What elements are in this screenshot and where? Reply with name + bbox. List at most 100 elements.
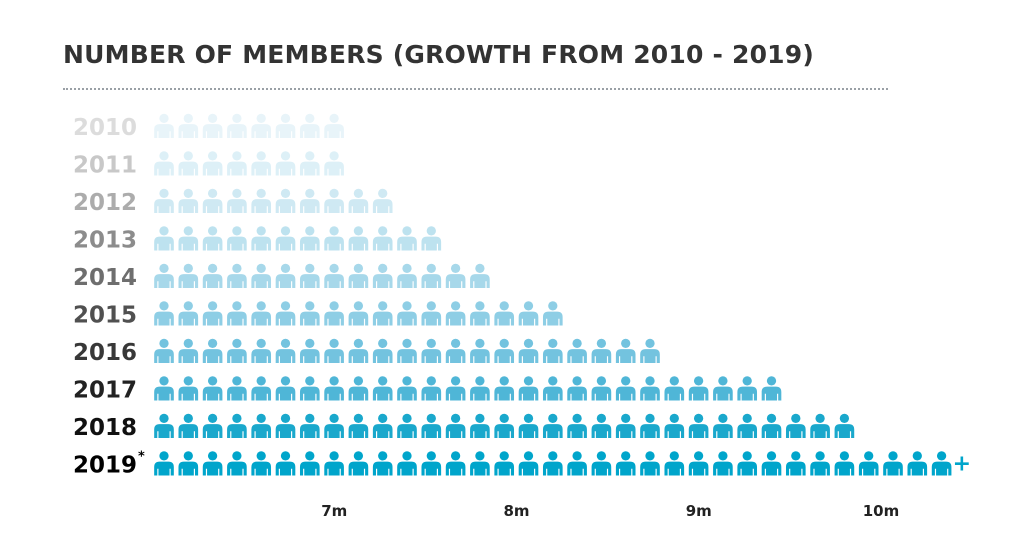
person-icon [154, 263, 174, 288]
person-icon [202, 113, 223, 138]
person-icon [858, 451, 879, 476]
person-icon [227, 376, 247, 401]
person-icon [421, 413, 442, 438]
rows-layer: 2010 2011 2012 2013 2014 2015 2016 2017 2018 2019… [73, 113, 971, 479]
person-icon [421, 338, 442, 363]
person-icon [372, 413, 393, 438]
person-icon [251, 413, 272, 438]
person-icon [324, 226, 344, 251]
person-icon [227, 263, 247, 288]
person-icon [227, 151, 247, 176]
person-icon [324, 376, 344, 401]
person-icon [688, 451, 709, 476]
person-icon [299, 413, 320, 438]
person-icon [591, 451, 612, 476]
person-icon [251, 226, 272, 251]
person-icon [372, 301, 393, 326]
person-icon [640, 451, 660, 476]
year-label-2015: 2015 [73, 303, 137, 329]
person-icon [931, 451, 952, 476]
person-icon [494, 413, 515, 438]
person-icon [227, 113, 247, 138]
person-icon [445, 376, 466, 401]
person-icon [178, 188, 199, 213]
person-icon [299, 263, 320, 288]
person-icon [542, 301, 563, 326]
person-icon [664, 451, 685, 476]
person-icon [372, 226, 393, 251]
person-icon [275, 338, 296, 363]
person-icon [324, 263, 344, 288]
person-icon [154, 376, 174, 401]
row-2019: 2019 * + [73, 450, 971, 479]
person-icon [494, 301, 515, 326]
person-icon [640, 376, 660, 401]
person-icon [688, 413, 709, 438]
person-icon [324, 151, 344, 176]
person-icon [275, 226, 296, 251]
person-icon [421, 263, 442, 288]
person-icon [178, 151, 199, 176]
year-label-2010: 2010 [73, 115, 137, 141]
person-icon [470, 338, 490, 363]
person-icon [737, 413, 758, 438]
row-2017: 2017 [73, 376, 782, 404]
plus-icon: + [953, 452, 971, 477]
person-icon [907, 451, 928, 476]
person-icon [397, 413, 417, 438]
person-icon [688, 376, 709, 401]
person-icon [324, 113, 344, 138]
person-icon [178, 113, 199, 138]
person-icon [251, 338, 272, 363]
person-icon [178, 338, 199, 363]
person-icon [737, 376, 758, 401]
person-icon [445, 301, 466, 326]
person-icon [372, 263, 393, 288]
person-icon [834, 413, 855, 438]
person-icon [202, 263, 223, 288]
person-icon [591, 338, 612, 363]
person-icon [761, 451, 782, 476]
person-icon [299, 376, 320, 401]
person-icon [202, 188, 223, 213]
person-icon [154, 113, 174, 138]
person-icon [494, 451, 515, 476]
person-icon [227, 188, 247, 213]
year-label-2013: 2013 [73, 228, 137, 254]
person-icon [615, 413, 636, 438]
footnote-mark: * [138, 450, 145, 465]
year-label-2019: 2019 [73, 453, 137, 479]
person-icon [713, 376, 733, 401]
person-icon [445, 263, 466, 288]
x-tick-9m: 9m [686, 502, 712, 520]
person-icon [348, 301, 369, 326]
person-icon [372, 451, 393, 476]
person-icon [275, 263, 296, 288]
person-icon [251, 113, 272, 138]
row-2014: 2014 [73, 263, 490, 291]
person-icon [178, 376, 199, 401]
person-icon [445, 338, 466, 363]
person-icon [591, 413, 612, 438]
row-2018: 2018 [73, 413, 855, 441]
person-icon [421, 451, 442, 476]
person-icon [810, 451, 830, 476]
person-icon [445, 451, 466, 476]
person-icon [154, 188, 174, 213]
person-icon [348, 451, 369, 476]
person-icon [348, 226, 369, 251]
year-label-2014: 2014 [73, 265, 137, 291]
person-icon [251, 376, 272, 401]
person-icon [567, 376, 587, 401]
person-icon [348, 413, 369, 438]
person-icon [615, 451, 636, 476]
year-label-2012: 2012 [73, 190, 137, 216]
person-icon [178, 263, 199, 288]
person-icon [785, 451, 806, 476]
person-icon [275, 151, 296, 176]
person-icon [202, 451, 223, 476]
person-icon [640, 338, 660, 363]
year-label-2016: 2016 [73, 340, 137, 366]
person-icon [275, 376, 296, 401]
person-icon [372, 338, 393, 363]
